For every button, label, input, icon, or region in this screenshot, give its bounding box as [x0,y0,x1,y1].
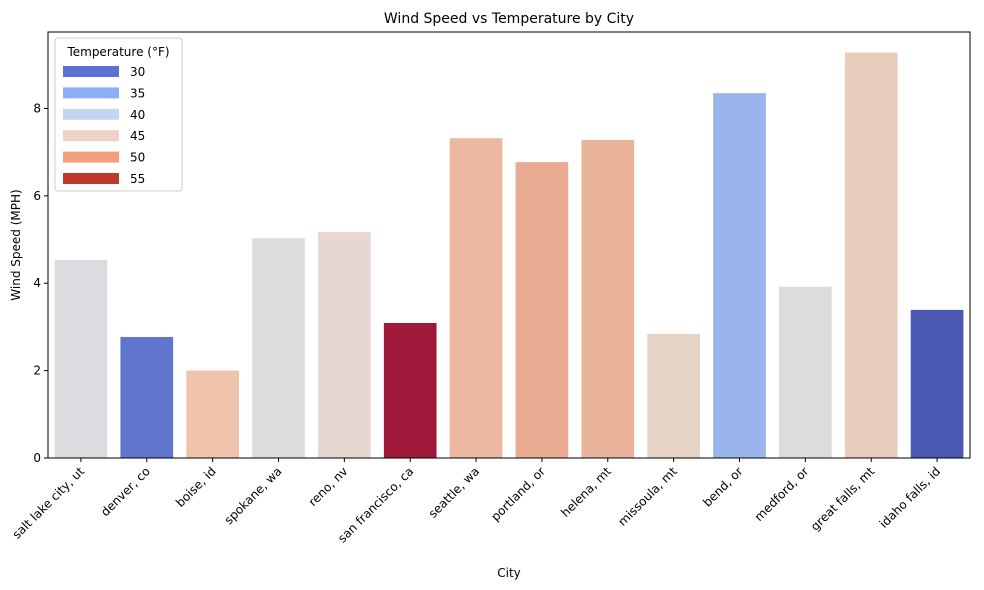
y-tick-label-0: 0 [33,451,41,465]
y-tick-label-2: 4 [33,276,41,290]
y-tick-label-4: 8 [33,101,41,115]
x-tick-label-3: spokane, wa [222,464,285,527]
x-tick-label-12: great falls, mt [808,464,878,534]
bar-9 [647,333,700,458]
x-tick-label-8: helena, mt [558,464,614,520]
legend: Temperature (°F) 30 35 40 45 50 55 [54,37,183,192]
bar-0 [54,260,108,458]
x-tick-label-13: idaho falls, id [877,464,944,531]
plot-frame [47,31,971,459]
bar-4 [318,232,371,458]
bar-1 [120,336,174,458]
legend-title: Temperature (°F) [66,45,169,59]
x-axis-label: City [497,566,521,580]
bar-3 [252,238,305,458]
bar-2 [186,370,239,458]
y-tick-label-1: 2 [33,364,41,378]
bar-13 [910,309,964,458]
x-tick-label-1: denver, co [98,464,153,519]
y-axis-label: Wind Speed (MPH) [9,189,23,300]
bar-11 [779,286,832,458]
legend-label-35: 35 [130,86,145,100]
y-tick-label-3: 6 [33,189,41,203]
legend-label-55: 55 [130,172,145,186]
x-tick-label-10: bend, or [700,464,745,509]
bar-8 [581,139,635,459]
legend-swatch-40 [63,108,119,120]
x-tick-label-2: boise, id [173,464,219,510]
x-tick-label-11: medford, or [752,464,812,524]
legend-swatch-30 [63,66,119,77]
legend-label-45: 45 [130,129,145,143]
bars-layer [54,52,964,459]
x-tick-label-9: missoula, mt [615,464,680,529]
legend-swatch-35 [63,87,119,99]
legend-swatch-45 [63,130,119,142]
legend-label-50: 50 [130,151,145,165]
x-tick-label-7: portland, or [488,464,548,524]
x-tick-label-4: reno, nv [306,464,351,509]
legend-swatch-50 [63,151,119,163]
legend-label-40: 40 [130,108,145,122]
chart-title: Wind Speed vs Temperature by City [384,11,634,27]
legend-swatch-55 [63,173,119,184]
bar-10 [713,93,766,459]
x-tick-label-0: salt lake city, ut [10,464,88,542]
bar-6 [449,138,503,458]
bar-12 [844,52,898,458]
bar-7 [515,162,569,459]
bar-5 [383,322,437,458]
legend-label-30: 30 [130,65,145,79]
x-tick-label-6: seattle, wa [426,464,483,521]
